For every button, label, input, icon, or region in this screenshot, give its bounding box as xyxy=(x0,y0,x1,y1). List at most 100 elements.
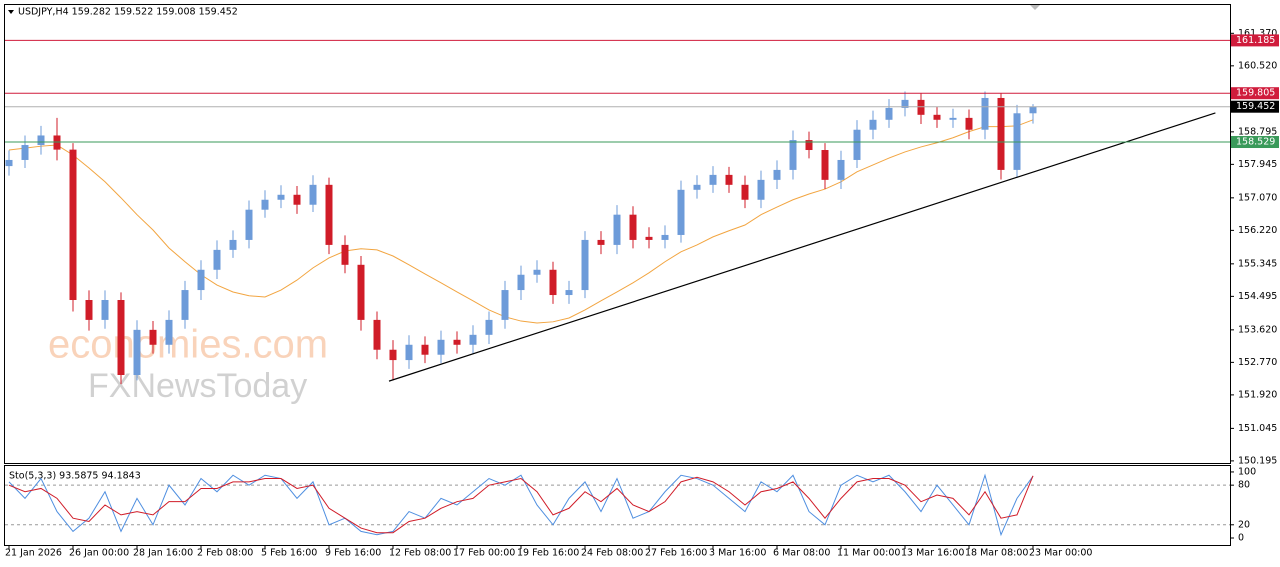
candle-body xyxy=(677,189,685,235)
candle-body xyxy=(165,319,173,345)
x-tick-label: 26 Jan 00:00 xyxy=(69,548,129,559)
y-tick-label: 160.520 xyxy=(1238,60,1277,71)
candle-body xyxy=(565,290,573,296)
candle-body xyxy=(597,239,605,245)
y-tick-label: 151.045 xyxy=(1238,423,1277,434)
candle-body xyxy=(21,145,29,160)
candle-body xyxy=(853,129,861,160)
stochastic-panel xyxy=(4,465,1231,546)
candle-body xyxy=(725,174,733,185)
y-tick-label: 155.345 xyxy=(1238,258,1277,269)
candle-body xyxy=(549,269,557,296)
candle-body xyxy=(693,184,701,190)
candle-body xyxy=(613,214,621,245)
candle-body xyxy=(85,300,93,320)
x-tick-label: 12 Feb 08:00 xyxy=(389,548,451,559)
x-tick-label: 21 Jan 2026 xyxy=(5,548,62,559)
candle-body xyxy=(469,334,477,345)
candle-body xyxy=(1029,106,1037,114)
candle-body xyxy=(533,269,541,275)
x-tick-label: 11 Mar 00:00 xyxy=(837,548,900,559)
x-tick-label: 28 Jan 16:00 xyxy=(133,548,193,559)
candle-body xyxy=(149,329,157,345)
y-tick-label: 80 xyxy=(1238,480,1250,491)
candle-body xyxy=(949,117,957,120)
candle-body xyxy=(357,264,365,320)
y-tick-label: 154.495 xyxy=(1238,291,1277,302)
x-tick-label: 2 Feb 08:00 xyxy=(197,548,253,559)
moving-average xyxy=(8,119,1034,324)
y-tick-label: 153.620 xyxy=(1238,324,1277,335)
candle-body xyxy=(213,249,221,270)
level-box xyxy=(1231,136,1279,149)
x-tick-label: 9 Feb 16:00 xyxy=(325,548,381,559)
candle-body xyxy=(5,159,13,167)
candle-body xyxy=(661,234,669,240)
candle-body xyxy=(869,119,877,130)
trendline xyxy=(388,112,1216,382)
stochastic-line xyxy=(8,475,1034,534)
candle-body xyxy=(885,107,893,120)
indicator-title: Sto(5,3,3) 93.5875 94.1843 xyxy=(9,471,141,482)
candle-body xyxy=(837,159,845,180)
candle-body xyxy=(69,149,77,301)
level-label: 159.805 xyxy=(1236,88,1275,99)
y-tick-label: 156.220 xyxy=(1238,225,1277,236)
candle-body xyxy=(757,179,765,200)
candle-body xyxy=(517,274,525,291)
candle-body xyxy=(245,209,253,240)
candle-body xyxy=(485,319,493,335)
y-tick-label: 152.770 xyxy=(1238,357,1277,368)
y-tick-label: 151.920 xyxy=(1238,389,1277,400)
stochastic-line xyxy=(8,473,1034,537)
candle-body xyxy=(741,184,749,200)
x-tick-label: 5 Feb 16:00 xyxy=(261,548,317,559)
candle-body xyxy=(773,169,781,180)
candle-body xyxy=(261,199,269,210)
candle-body xyxy=(181,290,189,320)
x-tick-label: 13 Mar 16:00 xyxy=(901,548,964,559)
level-label: 158.529 xyxy=(1236,137,1275,148)
y-tick-label: 20 xyxy=(1238,519,1250,530)
candle-body xyxy=(229,239,237,250)
candle-body xyxy=(117,300,125,375)
x-tick-label: 3 Mar 16:00 xyxy=(709,548,766,559)
last-price-box xyxy=(1231,100,1279,113)
candle-body xyxy=(325,184,333,245)
candle-body xyxy=(917,99,925,115)
candle-body xyxy=(341,244,349,265)
candle-body xyxy=(805,140,813,151)
candle-body xyxy=(133,329,141,375)
y-tick-label: 0 xyxy=(1238,532,1244,543)
candle-body xyxy=(901,99,909,108)
watermark: FXNewsToday xyxy=(88,367,307,405)
y-tick-label: 157.070 xyxy=(1238,192,1277,203)
y-tick-label: 100 xyxy=(1238,466,1256,477)
candle-body xyxy=(981,97,989,130)
candle-body xyxy=(789,140,797,170)
chart-title: USDJPY,H4 159.282 159.522 159.008 159.45… xyxy=(18,7,238,18)
x-tick-label: 18 Mar 08:00 xyxy=(965,548,1028,559)
shift-marker xyxy=(1030,5,1040,10)
candle-body xyxy=(581,239,589,291)
candle-body xyxy=(197,269,205,291)
candle-body xyxy=(277,194,285,200)
symbol-arrow xyxy=(8,10,14,14)
watermark: economies.com xyxy=(48,323,328,367)
level-label: 161.185 xyxy=(1236,35,1275,46)
y-tick-label: 161.370 xyxy=(1238,28,1277,39)
candle-body xyxy=(501,290,509,320)
candle-body xyxy=(709,174,717,185)
x-tick-label: 17 Feb 00:00 xyxy=(453,548,515,559)
x-tick-label: 19 Feb 16:00 xyxy=(517,548,579,559)
candle-body xyxy=(293,194,301,205)
candle-body xyxy=(453,339,461,345)
candle-body xyxy=(997,97,1005,170)
level-box xyxy=(1231,87,1279,100)
x-tick-label: 27 Feb 16:00 xyxy=(645,548,707,559)
candle-body xyxy=(645,236,653,240)
candle-body xyxy=(437,339,445,355)
